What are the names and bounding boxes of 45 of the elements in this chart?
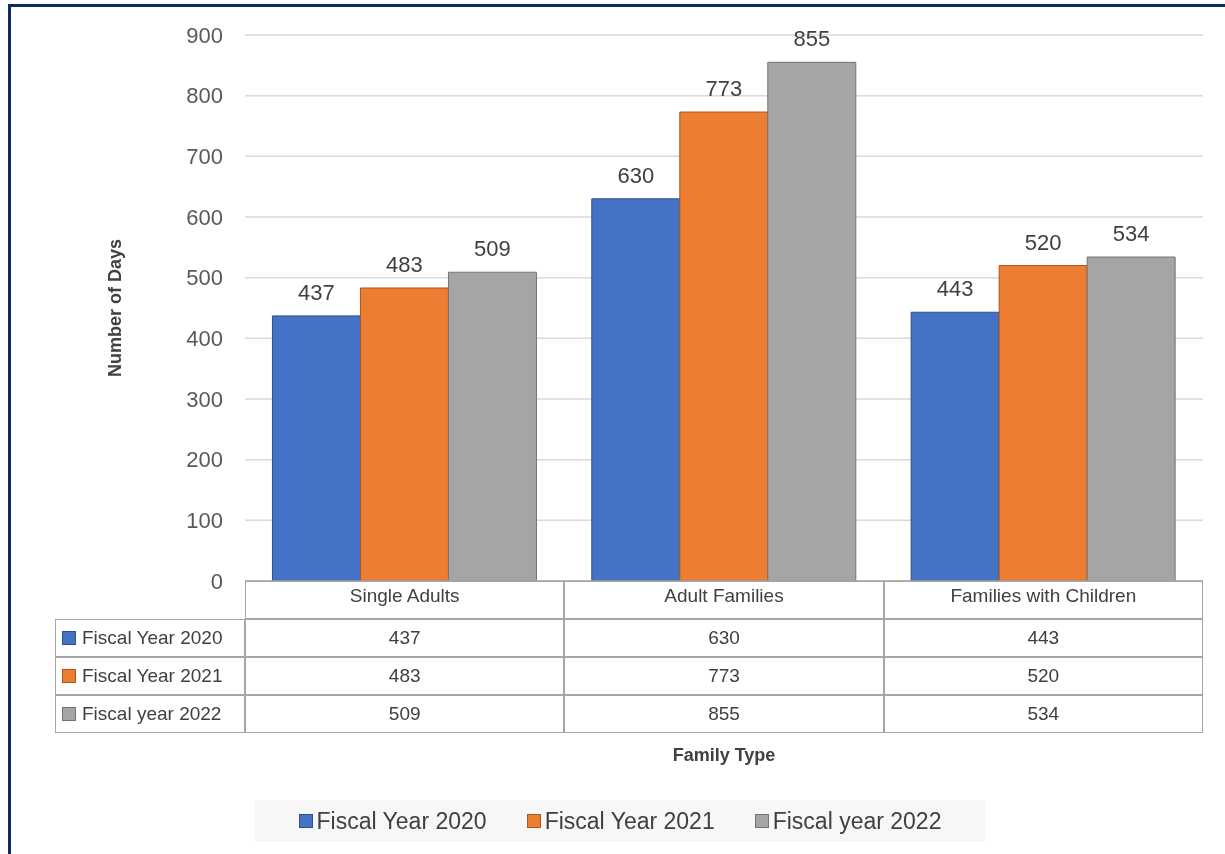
data-label: 483 bbox=[245, 657, 565, 695]
data-label: 483 bbox=[386, 251, 423, 277]
bar bbox=[591, 198, 681, 581]
y-tick-label: 400 bbox=[186, 326, 223, 352]
x-tick-label: Families with Children bbox=[950, 585, 1137, 607]
data-label: 630 bbox=[564, 619, 884, 657]
data-label: 509 bbox=[474, 236, 511, 262]
y-tick-label: 700 bbox=[186, 144, 223, 170]
data-label: 437 bbox=[245, 619, 565, 657]
legend-label: Fiscal Year 2020 bbox=[55, 619, 245, 657]
legend-label: Fiscal year 2022 bbox=[772, 808, 942, 834]
bar bbox=[910, 311, 1000, 581]
legend-label: Fiscal Year 2021 bbox=[544, 808, 715, 834]
y-tick-label: 0 bbox=[210, 568, 223, 594]
y-tick-label: 600 bbox=[186, 204, 223, 230]
x-tick-label: Single Adults bbox=[349, 585, 460, 607]
legend-label: Fiscal year 2022 bbox=[55, 695, 245, 733]
data-label: 855 bbox=[564, 695, 884, 733]
data-label: 534 bbox=[883, 695, 1203, 733]
data-label: 443 bbox=[883, 619, 1203, 657]
x-tick-label: Adult Families bbox=[664, 585, 784, 607]
y-tick-label: 300 bbox=[186, 386, 223, 412]
y-tick-label: 200 bbox=[186, 447, 223, 473]
bar bbox=[271, 315, 361, 581]
data-label: 509 bbox=[245, 695, 565, 733]
text: Family Type bbox=[671, 744, 777, 767]
bar bbox=[359, 287, 449, 581]
bar bbox=[679, 111, 769, 581]
y-tick-label: 800 bbox=[186, 83, 223, 109]
data-label: 437 bbox=[298, 279, 335, 305]
data-label: 630 bbox=[617, 162, 655, 188]
data-label: 520 bbox=[1024, 229, 1062, 255]
bar bbox=[998, 265, 1088, 581]
data-label: 520 bbox=[883, 657, 1203, 695]
y-tick-label: 100 bbox=[186, 508, 223, 534]
data-label: 443 bbox=[936, 276, 974, 302]
legend-label: Fiscal Year 2020 bbox=[316, 808, 487, 834]
data-label: 534 bbox=[1112, 221, 1150, 247]
y-tick-label: 900 bbox=[186, 22, 223, 48]
y-axis-title: Number of Days bbox=[105, 238, 125, 378]
y-tick-label: 500 bbox=[186, 265, 223, 291]
data-label: 773 bbox=[564, 657, 884, 695]
legend-label: Fiscal Year 2021 bbox=[55, 657, 245, 695]
data-label: 855 bbox=[793, 26, 831, 52]
data-label: 773 bbox=[705, 76, 743, 102]
